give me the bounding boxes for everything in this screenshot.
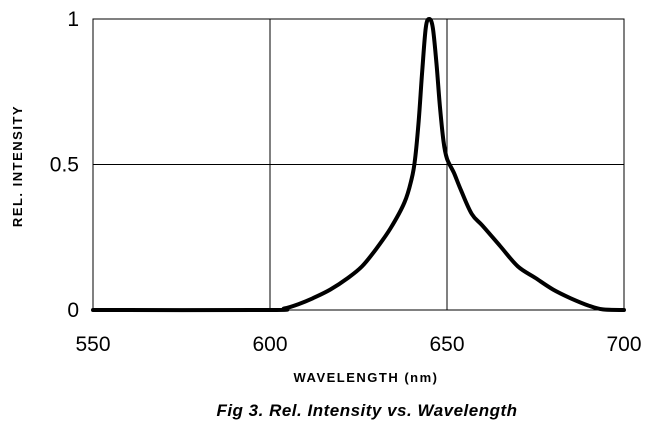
x-tick-label: 550 bbox=[75, 333, 110, 356]
x-tick-labels: 550 600 650 700 bbox=[75, 333, 641, 356]
grid bbox=[92, 18, 625, 311]
y-tick-label: 0.5 bbox=[50, 154, 79, 177]
y-tick-label: 1 bbox=[67, 8, 79, 31]
figure-caption: Fig 3. Rel. Intensity vs. Wavelength bbox=[216, 401, 517, 420]
x-tick-label: 650 bbox=[429, 333, 464, 356]
x-tick-label: 700 bbox=[606, 333, 641, 356]
y-axis-label: REL. INTENSITY bbox=[10, 105, 25, 227]
plot-frame bbox=[92, 18, 625, 311]
y-tick-label: 0 bbox=[67, 299, 79, 322]
y-tick-labels: 00.51 bbox=[50, 8, 79, 322]
series-line bbox=[91, 17, 626, 313]
x-axis-label: WAVELENGTH (nm) bbox=[293, 370, 438, 385]
x-tick-label: 600 bbox=[252, 333, 287, 356]
